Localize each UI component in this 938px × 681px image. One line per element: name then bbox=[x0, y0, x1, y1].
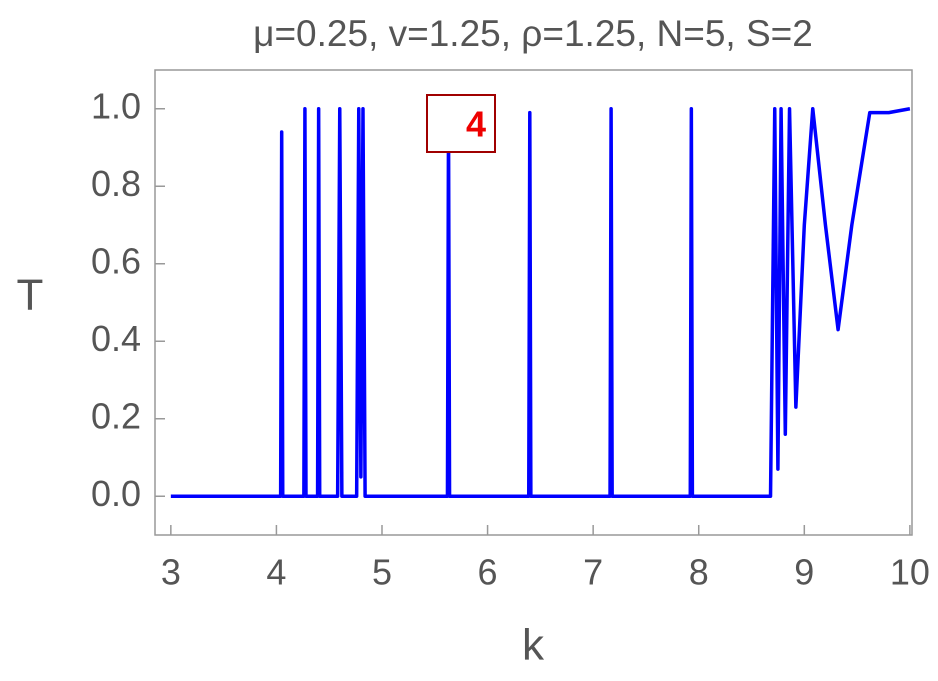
y-tick-label: 0.0 bbox=[91, 473, 141, 514]
x-axis-label: k bbox=[522, 621, 545, 670]
x-tick-label: 4 bbox=[266, 552, 286, 593]
x-tick-label: 3 bbox=[161, 552, 181, 593]
data-line bbox=[170, 107, 911, 498]
x-tick-label: 5 bbox=[372, 552, 392, 593]
y-tick-label: 0.6 bbox=[91, 240, 141, 281]
x-tick-label: 10 bbox=[890, 552, 930, 593]
annotation: 4 bbox=[466, 104, 486, 145]
y-axis-label: T bbox=[17, 271, 44, 320]
x-tick-label: 6 bbox=[478, 552, 498, 593]
y-tick-label: 0.8 bbox=[91, 163, 141, 204]
x-tick-label: 7 bbox=[583, 552, 603, 593]
y-tick-label: 0.2 bbox=[91, 395, 141, 436]
x-tick-label: 9 bbox=[794, 552, 814, 593]
chart-title: μ=0.25, v=1.25, ρ=1.25, N=5, S=2 bbox=[253, 13, 813, 54]
x-tick-label: 8 bbox=[689, 552, 709, 593]
annotation-box bbox=[426, 94, 496, 153]
y-tick-label: 1.0 bbox=[91, 85, 141, 126]
y-tick-label: 0.4 bbox=[91, 318, 141, 359]
plot-frame bbox=[154, 69, 913, 536]
